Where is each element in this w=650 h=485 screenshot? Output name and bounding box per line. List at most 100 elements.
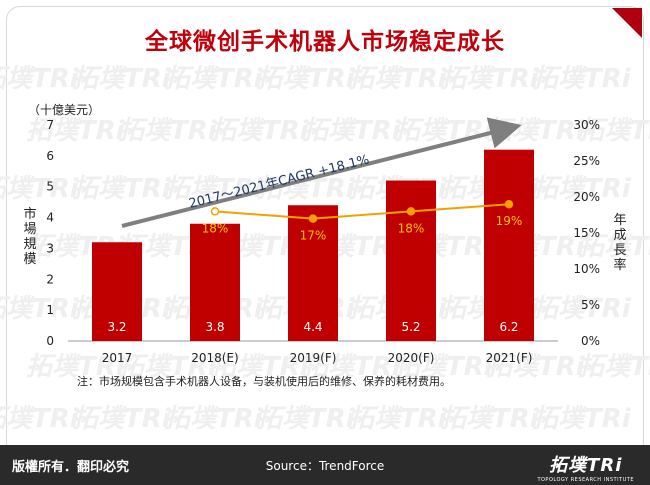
y-left-title-char: 市: [23, 206, 36, 222]
watermark-text: 拓墣TRi: [394, 116, 493, 146]
y-right-ticks: 0% 5% 10% 15% 20% 25% 30%: [573, 118, 600, 348]
y-left-title-char: 場: [23, 222, 36, 237]
watermark-text: 拓墣TRi: [72, 64, 171, 94]
y-left-ticks: 0 1 2 3 4 5 6 7: [46, 118, 54, 348]
watermark-text: 拓墣TRi: [164, 174, 263, 204]
growth-point: [210, 207, 220, 216]
watermark-text: 拓墣TRi: [348, 64, 447, 94]
copyright-text: 版權所有．翻印必究: [12, 460, 130, 475]
bar-series: 3.2 3.8 4.4 5.2 6.2: [92, 149, 534, 341]
y2-tick-label: 15%: [573, 226, 600, 240]
watermark-text: 拓墣TRi: [210, 352, 309, 382]
bar: [190, 223, 240, 341]
watermark-text: 拓墣TRi: [440, 404, 539, 434]
y-tick-label: 6: [46, 149, 54, 163]
watermark-text: 拓墣TRi: [440, 64, 539, 94]
bar-value-label: 4.4: [303, 320, 322, 334]
y-tick-label: 2: [46, 272, 54, 286]
watermark-text: 拓墣TRi: [394, 352, 493, 382]
bar-value-label: 5.2: [401, 320, 420, 334]
bar-value-label: 6.2: [499, 320, 518, 334]
watermark-text: 拓墣TRi: [256, 64, 355, 94]
watermark-text: 拓墣TRi: [302, 116, 401, 146]
y2-tick-label: 25%: [573, 154, 600, 168]
unit-label: （十億美元）: [28, 103, 100, 117]
x-tick-label: 2018(E): [191, 351, 238, 365]
growth-point: [406, 207, 416, 216]
watermark-text: 拓墣TRi: [532, 64, 631, 94]
watermark-text: 拓墣TRi: [118, 352, 217, 382]
bar: [484, 149, 534, 341]
y-left-title-char: 模: [23, 252, 36, 267]
watermark-text: 拓墣TRi: [210, 116, 309, 146]
y2-tick-label: 10%: [573, 262, 600, 276]
watermark-text: 拓墣TRi: [578, 352, 650, 382]
y-tick-label: 5: [46, 180, 54, 194]
watermark-text: 拓墣TRi: [348, 404, 447, 434]
growth-value-label: 17%: [300, 229, 327, 243]
source-text: Source：TrendForce: [265, 459, 385, 473]
watermark-text: 拓墣TRi: [72, 404, 171, 434]
watermark-text: 拓墣TRi: [532, 174, 631, 204]
y-tick-label: 4: [46, 211, 54, 225]
watermark-text: 拓墣TRi: [0, 64, 79, 94]
growth-value-label: 18%: [398, 221, 425, 235]
y-tick-label: 3: [46, 241, 54, 255]
y-right-title-char: 成: [613, 228, 626, 243]
y2-tick-label: 0%: [581, 334, 600, 348]
growth-line: [214, 203, 510, 220]
watermark-text: 拓墣TRi: [0, 174, 79, 204]
growth-point: [308, 214, 318, 223]
footer-bar: 版權所有．翻印必究 Source：TrendForce 拓墣TRi TOPOLO…: [0, 445, 650, 485]
y-right-title-char: 長: [613, 243, 626, 258]
watermark-text: 拓墣TRi: [532, 294, 631, 324]
y-right-title-char: 率: [613, 257, 626, 273]
bar-value-label: 3.2: [107, 320, 126, 334]
growth-point: [504, 199, 514, 209]
y2-tick-label: 20%: [573, 190, 600, 204]
footnote: 注：市场规模包含手术机器人设备，与装机使用后的维修、保养的耗材费用。: [77, 374, 451, 388]
logo-text: 拓墣TRi: [549, 455, 623, 476]
watermark-text: 拓墣TRi: [26, 116, 125, 146]
tri-logo: 拓墣TRi TOPOLOGY RESEARCH INSTITUTE: [537, 451, 634, 483]
growth-value-label: 18%: [202, 221, 229, 235]
watermark-text: 拓墣TRi: [118, 116, 217, 146]
bar: [288, 205, 338, 341]
x-tick-label: 2017: [102, 351, 133, 365]
growth-line-series: 18% 17% 18% 19%: [202, 199, 523, 243]
bar: [386, 180, 436, 341]
y-left-title-char: 規: [23, 237, 36, 252]
watermark-text: 拓墣TRi: [0, 294, 79, 324]
watermark-text: 拓墣TRi: [164, 64, 263, 94]
cagr-label: 2017～2021年CAGR +18.1%: [187, 152, 370, 211]
growth-value-label: 19%: [496, 214, 523, 228]
x-tick-label: 2021(F): [486, 351, 533, 365]
logo-subtext: TOPOLOGY RESEARCH INSTITUTE: [537, 477, 634, 483]
x-tick-label: 2019(F): [290, 351, 337, 365]
y-right-title-char: 年: [613, 213, 626, 228]
bar: [92, 242, 142, 341]
y-tick-label: 0: [46, 334, 54, 348]
watermark-text: 拓墣TRi: [578, 232, 650, 262]
cagr-arrow: [121, 117, 522, 228]
y-tick-label: 7: [46, 118, 54, 132]
corner-accent: [612, 8, 642, 38]
watermark-text: 拓墣TRi: [256, 404, 355, 434]
watermark-text: 拓墣TRi: [532, 404, 631, 434]
x-axis-ticks: 2017 2018(E) 2019(F) 2020(F) 2021(F): [102, 351, 533, 365]
watermark-text: 拓墣TRi: [72, 174, 171, 204]
y-tick-label: 1: [46, 303, 54, 317]
watermark-text: 拓墣TRi: [578, 116, 650, 146]
chart-title: 全球微创手术机器人市场稳定成长: [145, 28, 505, 55]
y2-tick-label: 30%: [573, 118, 600, 132]
watermark-text: 拓墣TRi: [0, 404, 79, 434]
x-tick-label: 2020(F): [388, 351, 435, 365]
bar-value-label: 3.8: [205, 320, 224, 334]
y2-tick-label: 5%: [581, 298, 600, 312]
watermark-text: 拓墣TRi: [164, 404, 263, 434]
watermark-text: 拓墣TRi: [302, 352, 401, 382]
watermark-text: 拓墣TRi: [486, 352, 585, 382]
